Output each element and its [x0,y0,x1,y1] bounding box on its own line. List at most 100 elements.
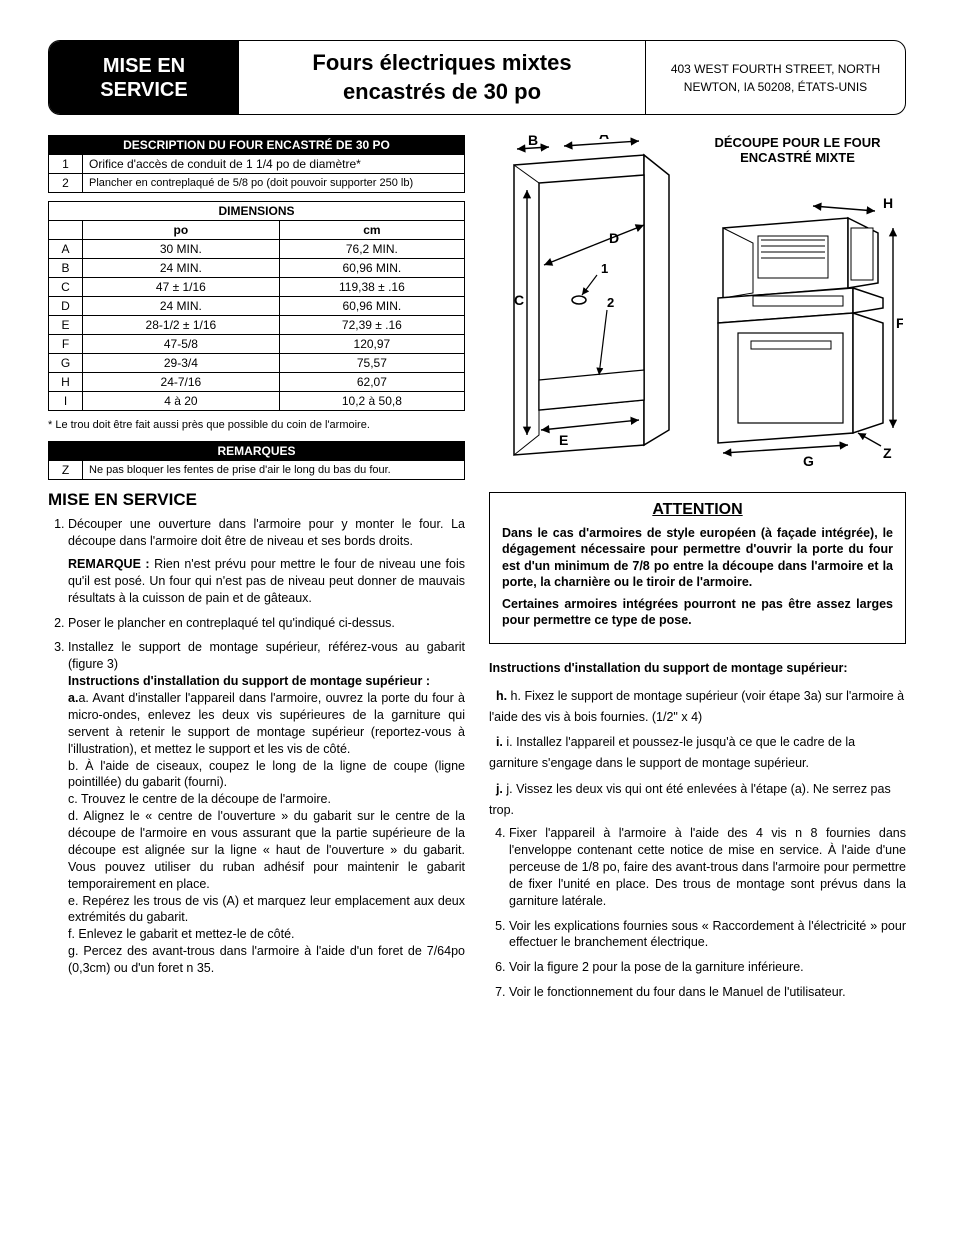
step-3e: e. Repérez les trous de vis (A) et marqu… [68,893,465,927]
attention-p1: Dans le cas d'armoires de style européen… [502,525,893,590]
step-5: Voir les explications fournies sous « Ra… [509,918,906,952]
dim-po: 24 MIN. [83,297,280,316]
dim-po: 24 MIN. [83,259,280,278]
label-1: 1 [601,261,608,276]
step-2: Poser le plancher en contreplaqué tel qu… [68,615,465,632]
dim-po: 24-7/16 [83,373,280,392]
table-row: F47-5/8120,97 [49,335,465,354]
header-address: 403 WEST FOURTH STREET, NORTH NEWTON, IA… [645,41,905,114]
dimensions-table: DIMENSIONS po cm A30 MIN.76,2 MIN. B24 M… [48,201,465,411]
dim-key: E [49,316,83,335]
header-addr-line1: 403 WEST FOURTH STREET, NORTH [660,60,891,78]
oven-svg: H F G Z [693,178,903,468]
step-7: Voir le fonctionnement du four dans le M… [509,984,906,1001]
label-F: F [896,315,903,331]
step-3a-text: a. Avant d'installer l'appareil dans l'a… [68,691,465,756]
label-B: B [528,135,538,148]
header-black-line2: SERVICE [67,78,221,102]
dim-cm: 76,2 MIN. [279,240,464,259]
step-4: Fixer l'appareil à l'armoire à l'aide de… [509,825,906,909]
label-Z: Z [883,445,892,461]
dim-col-po: po [83,221,280,240]
dim-col-cm: cm [279,221,464,240]
dim-key: G [49,354,83,373]
step-3f: f. Enlevez le gabarit et mettez-le de cô… [68,926,465,943]
dim-po: 47-5/8 [83,335,280,354]
step-1: Découper une ouverture dans l'armoire po… [68,516,465,606]
dim-key: C [49,278,83,297]
label-A: A [599,135,609,142]
attention-box: ATTENTION Dans le cas d'armoires de styl… [489,492,906,644]
table-row: D24 MIN.60,96 MIN. [49,297,465,316]
dim-po: 47 ± 1/16 [83,278,280,297]
dim-key: H [49,373,83,392]
attention-p2: Certaines armoires intégrées pourront ne… [502,596,893,629]
table-row: 1 Orifice d'accès de conduit de 1 1/4 po… [49,155,465,174]
steps-list: Découper une ouverture dans l'armoire po… [48,516,465,977]
step-3c: c. Trouvez le centre de la découpe de l'… [68,791,465,808]
step-3d: d. Alignez le « centre de l'ouverture » … [68,808,465,892]
dim-cm: 10,2 à 50,8 [279,392,464,411]
step-1-note: REMARQUE : Rien n'est prévu pour mettre … [68,556,465,607]
desc-row-num: 1 [49,155,83,174]
remarques-key: Z [49,461,83,480]
step-6: Voir la figure 2 pour la pose de la garn… [509,959,906,976]
dim-po: 4 à 20 [83,392,280,411]
page-header: MISE EN SERVICE Fours électriques mixtes… [48,40,906,115]
right-step-h: h. h. Fixez le support de montage supéri… [489,686,906,729]
table-row: C47 ± 1/16119,38 ± .16 [49,278,465,297]
label-2: 2 [607,295,614,310]
description-table: DESCRIPTION DU FOUR ENCASTRÉ DE 30 PO 1 … [48,135,465,193]
dim-cm: 72,39 ± .16 [279,316,464,335]
section-title: MISE EN SERVICE [48,490,465,510]
label-C: C [514,292,524,308]
right-j-text: j. Vissez les deux vis qui ont été enlev… [489,782,891,817]
header-black-box: MISE EN SERVICE [49,41,239,114]
right-i-text: i. Installez l'appareil et poussez-le ju… [489,735,855,770]
remarques-table: REMARQUES Z Ne pas bloquer les fentes de… [48,441,465,480]
desc-row-text: Orifice d'accès de conduit de 1 1/4 po d… [83,155,465,174]
remarques-header: REMARQUES [49,442,465,461]
dim-cm: 120,97 [279,335,464,354]
table-row: G29-3/475,57 [49,354,465,373]
attention-title: ATTENTION [502,501,893,519]
table-row: 2 Plancher en contreplaqué de 5/8 po (do… [49,174,465,193]
step-3a: a.a. Avant d'installer l'appareil dans l… [68,690,465,758]
cutout-svg: B A C D 1 2 [489,135,679,475]
right-step-i: i. i. Installez l'appareil et poussez-le… [489,732,906,775]
dim-po: 28-1/2 ± 1/16 [83,316,280,335]
table-row: po cm [49,221,465,240]
label-G: G [803,453,814,468]
dim-key: I [49,392,83,411]
step-3: Installez le support de montage supérieu… [68,639,465,977]
right-column: B A C D 1 2 [489,135,906,1009]
left-column: DESCRIPTION DU FOUR ENCASTRÉ DE 30 PO 1 … [48,135,465,1009]
dim-cm: 60,96 MIN. [279,297,464,316]
step-3-heading: Instructions d'installation du support d… [68,674,430,688]
label-H: H [883,195,893,211]
header-title-line1: Fours électriques mixtes [249,49,635,78]
table-row: H24-7/1662,07 [49,373,465,392]
table-row: A30 MIN.76,2 MIN. [49,240,465,259]
dim-key: D [49,297,83,316]
table-row: B24 MIN.60,96 MIN. [49,259,465,278]
dim-cm: 60,96 MIN. [279,259,464,278]
step-3-intro: Installez le support de montage supérieu… [68,640,465,671]
label-E: E [559,432,568,448]
header-title-line2: encastrés de 30 po [249,78,635,107]
table-row: Z Ne pas bloquer les fentes de prise d'a… [49,461,465,480]
description-header: DESCRIPTION DU FOUR ENCASTRÉ DE 30 PO [49,136,465,155]
header-black-line1: MISE EN [67,54,221,78]
dim-key: A [49,240,83,259]
diagram-cutout: B A C D 1 2 [489,135,679,478]
dim-cm: 62,07 [279,373,464,392]
dim-key: F [49,335,83,354]
right-instr-heading: Instructions d'installation du support d… [489,658,906,678]
dim-cm: 75,57 [279,354,464,373]
footnote: * Le trou doit être fait aussi près que … [48,419,465,431]
dim-cm: 119,38 ± .16 [279,278,464,297]
header-addr-line2: NEWTON, IA 50208, ÉTATS-UNIS [660,78,891,96]
dim-po: 29-3/4 [83,354,280,373]
diagram-oven: DÉCOUPE POUR LE FOUR ENCASTRÉ MIXTE [689,135,906,471]
table-row: E28-1/2 ± 1/1672,39 ± .16 [49,316,465,335]
